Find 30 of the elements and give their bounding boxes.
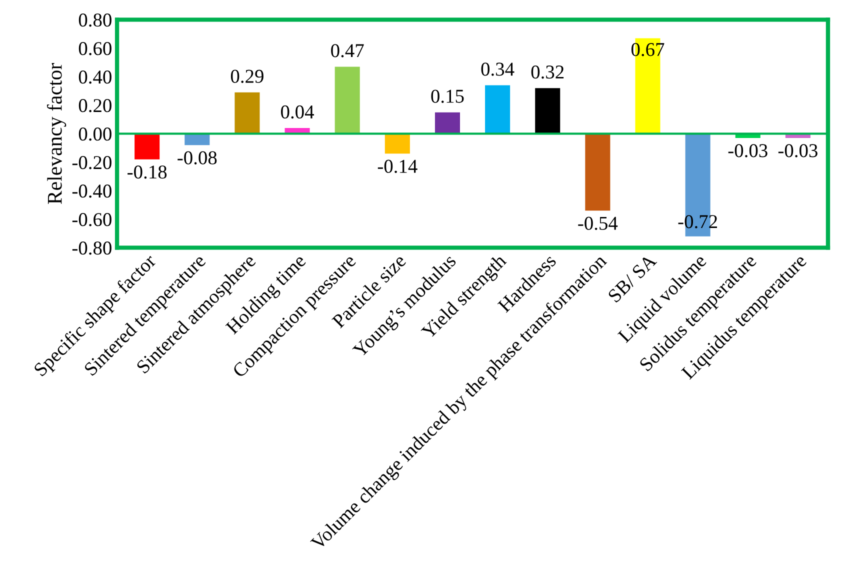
y-tick-label: -0.40 <box>72 184 112 198</box>
y-axis-title: Relevancy factor <box>46 63 66 204</box>
bar <box>535 88 560 134</box>
y-tick-label: -0.20 <box>72 156 112 170</box>
data-label: 0.04 <box>281 105 314 119</box>
data-label: -0.03 <box>728 144 768 158</box>
data-label: 0.29 <box>230 70 264 83</box>
data-label: -0.54 <box>578 216 618 230</box>
bar <box>485 85 510 134</box>
bar <box>234 92 260 134</box>
data-label: -0.03 <box>778 144 818 158</box>
data-label: -0.08 <box>178 151 217 164</box>
y-tick-label: 0.00 <box>78 128 112 141</box>
y-tick-label: 0.40 <box>78 70 112 84</box>
data-label: 0.34 <box>481 62 514 76</box>
y-tick-label: 0.80 <box>78 14 112 27</box>
bar <box>334 66 360 134</box>
bar <box>434 112 460 134</box>
data-label: -0.14 <box>378 160 418 173</box>
data-label: 0.32 <box>531 65 564 79</box>
data-label: 0.47 <box>331 44 364 58</box>
data-label: -0.18 <box>128 165 167 179</box>
data-label: 0.15 <box>431 90 464 103</box>
y-tick-label: -0.60 <box>72 213 112 226</box>
bar <box>384 134 410 154</box>
y-tick-label: -0.80 <box>72 242 112 255</box>
bar <box>585 134 610 211</box>
bar <box>134 134 160 160</box>
y-tick-label: 0.60 <box>78 42 112 56</box>
y-tick-label: 0.20 <box>78 99 112 112</box>
